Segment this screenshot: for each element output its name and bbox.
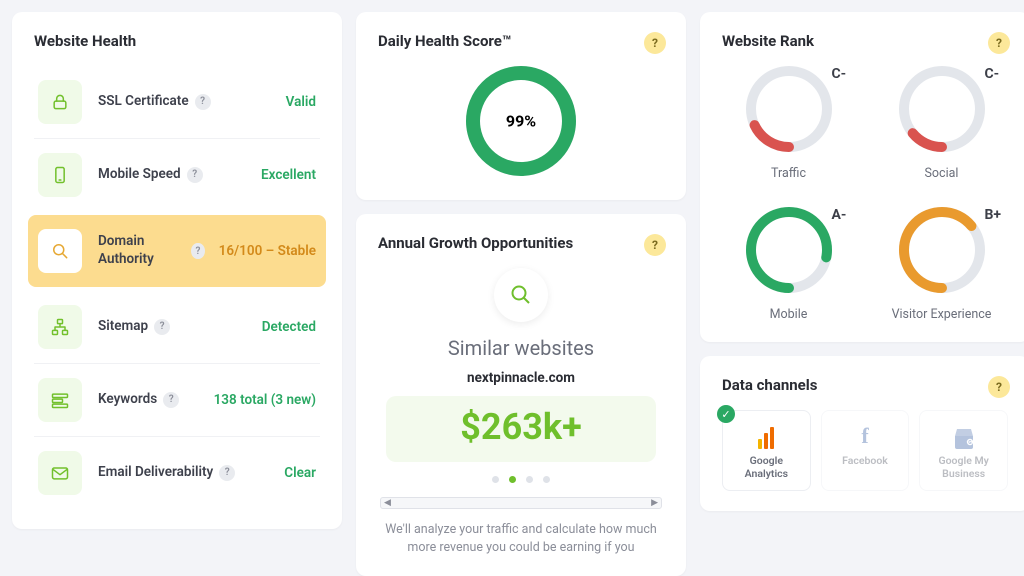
channel-label: Facebook (826, 455, 905, 468)
email-icon (38, 451, 82, 495)
rank-grade: C- (832, 66, 847, 82)
help-icon[interactable]: ? (154, 319, 170, 335)
health-item-label: SSL Certificate ? (98, 93, 272, 111)
rank-label: Mobile (722, 307, 855, 322)
help-icon[interactable]: ? (644, 234, 666, 256)
rank-label: Visitor Experience (875, 307, 1008, 322)
health-item-search[interactable]: Domain Authority ? 16/100 – Stable (28, 215, 326, 287)
magnifier-icon (494, 268, 548, 322)
growth-amount-box: $263k+ (386, 396, 656, 462)
svg-text:99%: 99% (506, 112, 536, 131)
health-item-value: Valid (286, 94, 316, 110)
health-item-email[interactable]: Email Deliverability ? Clear (34, 436, 320, 509)
health-item-value: Clear (284, 465, 316, 481)
health-item-value: 16/100 – Stable (219, 243, 316, 259)
health-item-sitemap[interactable]: Sitemap ? Detected (34, 291, 320, 363)
website-health-title: Website Health (34, 32, 320, 50)
health-item-mobile[interactable]: Mobile Speed ? Excellent (34, 138, 320, 211)
channel-gmb[interactable]: G Google My Business (919, 410, 1008, 491)
svg-text:G: G (968, 440, 972, 446)
carousel-dot[interactable] (509, 476, 516, 483)
channel-ga[interactable]: ✓ Google Analytics (722, 410, 811, 491)
fb-icon: f (826, 423, 905, 449)
help-icon[interactable]: ? (163, 392, 179, 408)
help-icon[interactable]: ? (187, 167, 203, 183)
channel-fb[interactable]: f Facebook (821, 410, 910, 491)
rank-grid: C- Traffic C- Social A- Mobile B+ (722, 66, 1008, 322)
website-rank-title: Website Rank (722, 32, 1008, 50)
growth-title: Annual Growth Opportunities (378, 234, 664, 252)
carousel-dot[interactable] (526, 476, 533, 483)
rank-grade: C- (985, 66, 1000, 82)
help-icon[interactable]: ? (219, 465, 235, 481)
health-item-label: Mobile Speed ? (98, 166, 247, 184)
help-icon[interactable]: ? (988, 32, 1010, 54)
horizontal-scrollbar[interactable]: ◀▶ (380, 497, 662, 509)
rank-grade: B+ (985, 207, 1002, 223)
health-item-label: Domain Authority ? (98, 233, 205, 268)
help-icon[interactable]: ? (191, 243, 204, 259)
growth-subtitle: Similar websites (378, 336, 664, 360)
keywords-icon (38, 378, 82, 422)
help-icon[interactable]: ? (644, 32, 666, 54)
carousel-dot[interactable] (492, 476, 499, 483)
growth-amount: $263k+ (386, 406, 656, 448)
carousel-dots[interactable] (378, 476, 664, 483)
help-icon[interactable]: ? (988, 376, 1010, 398)
rank-label: Traffic (722, 166, 855, 181)
carousel-dot[interactable] (543, 476, 550, 483)
gmb-icon: G (924, 423, 1003, 449)
health-item-value: 138 total (3 new) (214, 392, 316, 408)
website-health-list: SSL Certificate ? Valid Mobile Speed ? E… (34, 66, 320, 509)
rank-social[interactable]: C- Social (875, 66, 1008, 181)
health-item-label: Keywords ? (98, 391, 200, 409)
health-item-lock[interactable]: SSL Certificate ? Valid (34, 66, 320, 138)
health-item-label: Sitemap ? (98, 318, 248, 336)
growth-domain: nextpinnacle.com (378, 370, 664, 386)
health-item-value: Detected (262, 319, 316, 335)
daily-health-card: Daily Health Score™ ? 99% (356, 12, 686, 200)
data-channels-title: Data channels (722, 376, 1008, 394)
lock-icon (38, 80, 82, 124)
growth-card: Annual Growth Opportunities ? Similar we… (356, 214, 686, 576)
search-icon (38, 229, 82, 273)
website-rank-card: Website Rank ? C- Traffic C- Social (700, 12, 1024, 342)
growth-description: We'll analyze your traffic and calculate… (378, 521, 664, 556)
health-item-keywords[interactable]: Keywords ? 138 total (3 new) (34, 363, 320, 436)
health-item-label: Email Deliverability ? (98, 464, 270, 482)
rank-visitor-experience[interactable]: B+ Visitor Experience (875, 207, 1008, 322)
help-icon[interactable]: ? (195, 94, 211, 110)
rank-grade: A- (832, 207, 847, 223)
rank-mobile[interactable]: A- Mobile (722, 207, 855, 322)
check-icon: ✓ (717, 405, 735, 423)
website-health-card: Website Health SSL Certificate ? Valid M… (12, 12, 342, 529)
data-channels-card: Data channels ? ✓ Google Analytics f Fac… (700, 356, 1024, 511)
channel-label: Google My Business (924, 455, 1003, 480)
rank-label: Social (875, 166, 1008, 181)
daily-health-donut: 99% (378, 66, 664, 176)
channel-label: Google Analytics (727, 455, 806, 480)
daily-health-title: Daily Health Score™ (378, 32, 664, 50)
sitemap-icon (38, 305, 82, 349)
health-item-value: Excellent (261, 167, 316, 183)
channels-list: ✓ Google Analytics f Facebook G Google M… (722, 410, 1008, 491)
ga-icon (727, 423, 806, 449)
mobile-icon (38, 153, 82, 197)
rank-traffic[interactable]: C- Traffic (722, 66, 855, 181)
